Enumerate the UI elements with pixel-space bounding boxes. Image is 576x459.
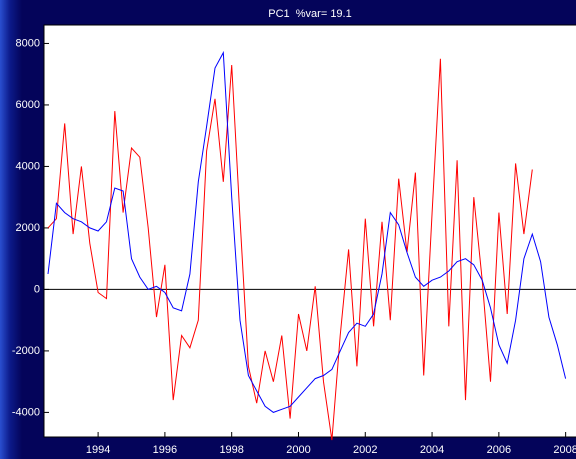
y-tick-label: 6000: [16, 99, 40, 111]
y-tick-label: 0: [34, 283, 40, 295]
data-line: [47, 50, 567, 413]
y-tick-label: 4000: [16, 160, 40, 172]
y-tick-label: -2000: [12, 345, 40, 357]
x-tick-label: 1994: [86, 444, 110, 456]
x-tick-label: 2004: [420, 444, 444, 456]
x-tick-label: 2002: [353, 444, 377, 456]
chart-title: PC1 %var= 19.1: [268, 8, 351, 20]
y-tick-label: 2000: [16, 222, 40, 234]
x-tick-label: 2000: [286, 444, 310, 456]
plot-area: [43, 24, 576, 438]
y-tick-label: -4000: [12, 406, 40, 418]
data-line: [47, 58, 533, 441]
x-tick-label: 2006: [487, 444, 511, 456]
y-tick-label: 8000: [16, 37, 40, 49]
x-tick-label: 2008: [553, 444, 576, 456]
x-tick-label: 1996: [153, 444, 177, 456]
x-tick-label: 1998: [219, 444, 243, 456]
